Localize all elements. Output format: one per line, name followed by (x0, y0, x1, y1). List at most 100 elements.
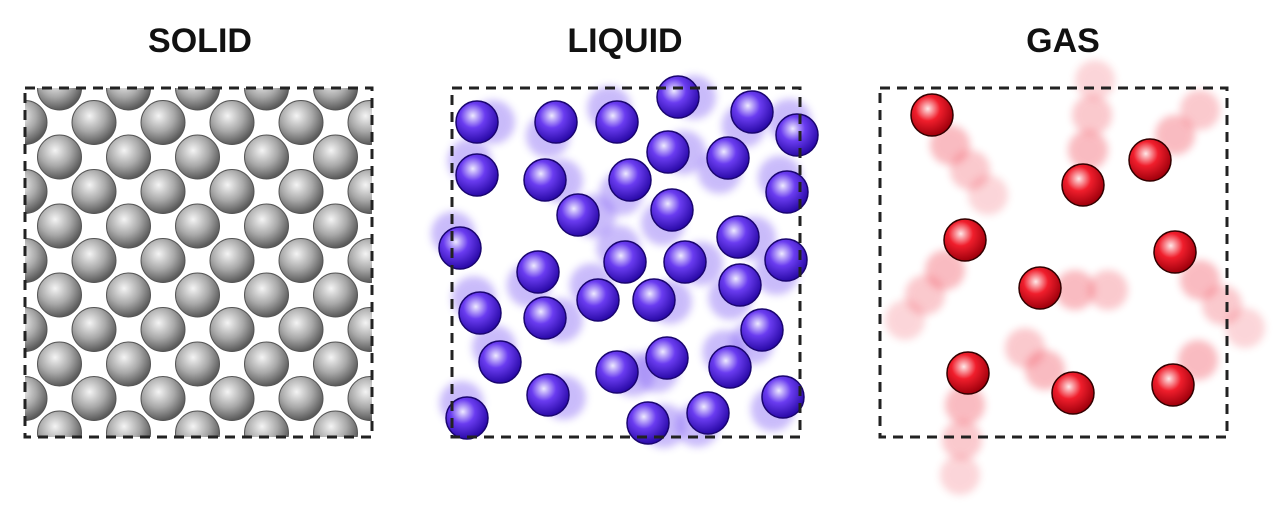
liquid-particles (431, 75, 818, 448)
atom (383, 342, 427, 386)
molecule (609, 159, 651, 201)
atom (72, 446, 116, 490)
atom (107, 204, 151, 248)
molecule (439, 227, 481, 269)
atom (314, 273, 358, 317)
molecule (557, 194, 599, 236)
atom (141, 446, 185, 490)
atom (176, 411, 220, 455)
molecule (1062, 164, 1104, 206)
molecule (1052, 372, 1094, 414)
atom (279, 101, 323, 145)
atom (72, 170, 116, 214)
atom (3, 101, 47, 145)
atom (38, 342, 82, 386)
molecule-trail (1180, 90, 1220, 130)
atom (314, 204, 358, 248)
atom (348, 446, 392, 490)
atom (141, 239, 185, 283)
molecule (524, 159, 566, 201)
atom (210, 239, 254, 283)
molecule (633, 279, 675, 321)
molecule-trail (1225, 308, 1265, 348)
atom (245, 273, 289, 317)
atom (0, 204, 13, 248)
atom (72, 239, 116, 283)
molecule (687, 392, 729, 434)
molecule (1154, 231, 1196, 273)
atom (348, 308, 392, 352)
molecule (517, 251, 559, 293)
atom (141, 377, 185, 421)
atom (210, 170, 254, 214)
molecule (947, 352, 989, 394)
atom (0, 273, 13, 317)
molecule-trail (1088, 270, 1128, 310)
atom (314, 135, 358, 179)
molecule (731, 91, 773, 133)
atom (279, 170, 323, 214)
atom (348, 377, 392, 421)
molecule-trail (885, 300, 925, 340)
molecule (719, 264, 761, 306)
molecule (717, 216, 759, 258)
molecule (456, 101, 498, 143)
molecule (911, 94, 953, 136)
atom (0, 411, 13, 455)
molecule (709, 346, 751, 388)
molecule-trail (940, 455, 980, 495)
molecule-trail (942, 420, 982, 460)
atom (210, 101, 254, 145)
atom (314, 411, 358, 455)
molecule-trail (1072, 95, 1112, 135)
molecule (527, 374, 569, 416)
atom (107, 273, 151, 317)
atom (72, 308, 116, 352)
panel-label: GAS (1026, 22, 1100, 60)
atom (72, 377, 116, 421)
atom (210, 377, 254, 421)
molecule (762, 376, 804, 418)
molecule (1152, 364, 1194, 406)
atom (279, 377, 323, 421)
atom (38, 204, 82, 248)
molecule (604, 241, 646, 283)
molecule (776, 114, 818, 156)
atom (107, 135, 151, 179)
atom (210, 446, 254, 490)
molecule (596, 351, 638, 393)
atom (176, 204, 220, 248)
atom (3, 239, 47, 283)
atom (107, 411, 151, 455)
molecule-trail (1075, 60, 1115, 100)
panel-label: LIQUID (567, 22, 682, 60)
molecule (766, 171, 808, 213)
molecule (524, 297, 566, 339)
molecule (596, 101, 638, 143)
atom (107, 342, 151, 386)
atom (38, 411, 82, 455)
atom (141, 101, 185, 145)
molecule (657, 76, 699, 118)
molecule-trail (1005, 328, 1045, 368)
atom (38, 135, 82, 179)
atom (245, 204, 289, 248)
atom (245, 135, 289, 179)
atom (383, 273, 427, 317)
molecule-trail (968, 175, 1008, 215)
atom (141, 170, 185, 214)
atom (348, 170, 392, 214)
atom (176, 135, 220, 179)
atom (383, 204, 427, 248)
atom (279, 446, 323, 490)
molecule (577, 279, 619, 321)
molecule (647, 131, 689, 173)
atom (141, 308, 185, 352)
atom (176, 273, 220, 317)
molecule (1019, 267, 1061, 309)
atom (245, 342, 289, 386)
atom (383, 66, 427, 110)
molecule (646, 337, 688, 379)
states-of-matter-diagram: SOLID LIQUID GAS (0, 0, 1273, 511)
atom (3, 170, 47, 214)
